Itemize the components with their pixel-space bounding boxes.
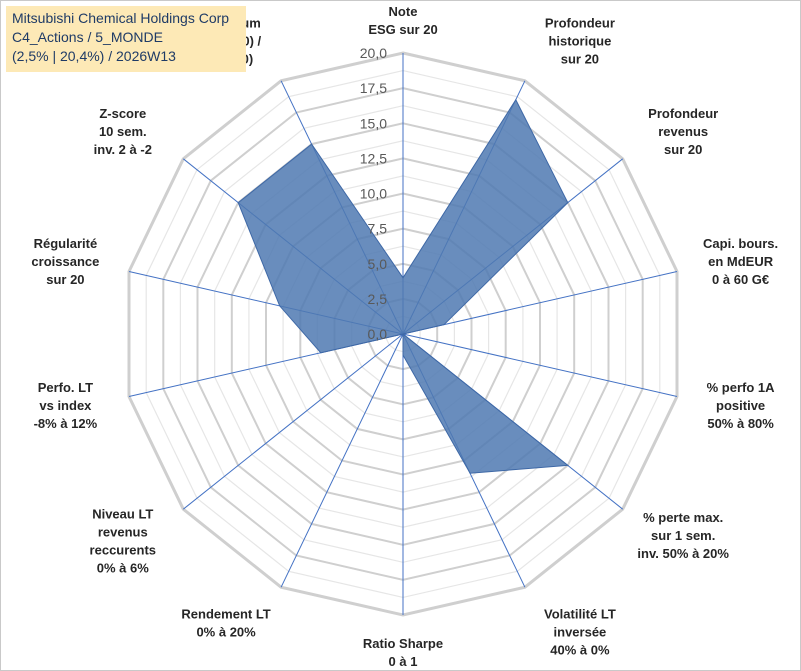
tick-label: 17,5 [360,80,387,96]
axis-label: Perfo. LT vs index -8% à 12% [34,380,98,431]
chart-title-box: Mitsubishi Chemical Holdings Corp C4_Act… [6,6,246,72]
title-company: Mitsubishi Chemical Holdings Corp [12,10,230,26]
tick-label: 12,5 [360,150,387,166]
axis-label: Rendement LT 0% à 20% [181,607,270,640]
axis-label: Note ESG sur 20 [368,4,437,37]
axis-spoke [402,333,678,397]
axis-label: Profondeur revenus sur 20 [648,106,718,157]
tick-label: 5,0 [368,256,388,272]
axis-label: Régularité croissance sur 20 [31,236,99,287]
radar-series [237,98,570,474]
tick-label: 7,5 [368,221,388,237]
axis-label: Ratio Sharpe 0 à 1 [363,636,443,669]
axis-label: % perfo 1A positive 50% à 80% [707,380,776,431]
axis-label: Z-score 10 sem. inv. 2 à -2 [94,106,152,157]
axis-spoke [402,271,678,335]
radar-axis-labels: Note ESG sur 20 Profondeur historique sur 20… [31,4,778,669]
axis-spoke [182,333,404,510]
title-category: C4_Actions / 5_MONDE [12,29,163,45]
axis-label: Volatilité LT inversée 40% à 0% [544,607,616,658]
axis-label: % perte max. sur 1 sem. inv. 50% à 20% [637,510,729,561]
tick-label: 0,0 [368,326,388,342]
tick-label: 10,0 [360,186,387,202]
tick-label: 2,5 [368,291,388,307]
radar-tick-labels: 0,0 2,5 5,0 7,5 10,0 12,5 15,0 17,5 20,0 [360,45,387,342]
axis-spoke [280,333,404,588]
axis-label: Capi. bours. en MdEUR 0 à 60 G€ [703,236,778,287]
series-area [237,98,570,474]
axis-label: Niveau LT revenus reccurents 0% à 6% [90,507,156,576]
title-period: (2,5% | 20,4%) / 2026W13 [12,48,176,64]
tick-label: 15,0 [360,115,387,131]
axis-label: Profondeur historique sur 20 [545,15,615,66]
tick-label: 20,0 [360,45,387,61]
